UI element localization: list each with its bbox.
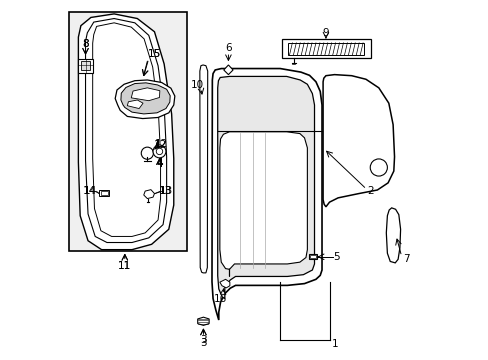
Text: 9: 9 bbox=[322, 28, 328, 38]
Text: 12: 12 bbox=[154, 140, 167, 150]
Text: 12: 12 bbox=[155, 139, 168, 149]
Polygon shape bbox=[121, 83, 170, 114]
Text: 13: 13 bbox=[159, 186, 172, 197]
Circle shape bbox=[153, 145, 165, 158]
Text: 8: 8 bbox=[82, 39, 89, 49]
Bar bbox=[99, 190, 109, 197]
Text: 3: 3 bbox=[200, 338, 206, 347]
Text: 13: 13 bbox=[160, 186, 173, 197]
Polygon shape bbox=[78, 14, 173, 249]
Polygon shape bbox=[386, 208, 400, 263]
Bar bbox=[78, 59, 93, 73]
Polygon shape bbox=[127, 100, 143, 109]
Polygon shape bbox=[212, 68, 322, 320]
Bar bbox=[81, 61, 90, 70]
Bar bbox=[309, 255, 315, 258]
Bar bbox=[282, 39, 370, 58]
Text: 11: 11 bbox=[118, 261, 131, 271]
Text: 6: 6 bbox=[224, 43, 231, 53]
Text: 5: 5 bbox=[333, 252, 339, 262]
Circle shape bbox=[369, 159, 386, 176]
Text: 11: 11 bbox=[118, 261, 131, 271]
Text: 7: 7 bbox=[402, 254, 408, 264]
Text: 3: 3 bbox=[200, 335, 206, 345]
Circle shape bbox=[141, 147, 153, 159]
Text: 14: 14 bbox=[82, 186, 96, 197]
Circle shape bbox=[156, 148, 163, 155]
Polygon shape bbox=[224, 65, 233, 75]
Text: 8: 8 bbox=[82, 39, 89, 49]
Text: 15: 15 bbox=[147, 49, 161, 59]
Polygon shape bbox=[197, 317, 209, 325]
Polygon shape bbox=[220, 132, 307, 276]
Bar bbox=[287, 43, 363, 55]
Polygon shape bbox=[143, 190, 154, 199]
Text: 14: 14 bbox=[83, 186, 97, 197]
Polygon shape bbox=[93, 23, 160, 237]
Polygon shape bbox=[220, 279, 229, 288]
Bar bbox=[308, 253, 317, 259]
Bar bbox=[101, 192, 107, 195]
Polygon shape bbox=[323, 75, 394, 207]
Text: 10: 10 bbox=[190, 80, 203, 90]
Polygon shape bbox=[85, 18, 166, 243]
Polygon shape bbox=[200, 65, 207, 273]
Text: 4: 4 bbox=[156, 159, 163, 169]
Text: 2: 2 bbox=[366, 186, 373, 197]
Bar bbox=[69, 12, 187, 251]
Text: 16: 16 bbox=[214, 294, 227, 303]
Polygon shape bbox=[217, 76, 314, 298]
Polygon shape bbox=[131, 88, 160, 101]
Polygon shape bbox=[115, 80, 175, 118]
Text: 15: 15 bbox=[147, 49, 161, 59]
Text: 4: 4 bbox=[156, 158, 163, 168]
Text: 1: 1 bbox=[332, 339, 338, 348]
